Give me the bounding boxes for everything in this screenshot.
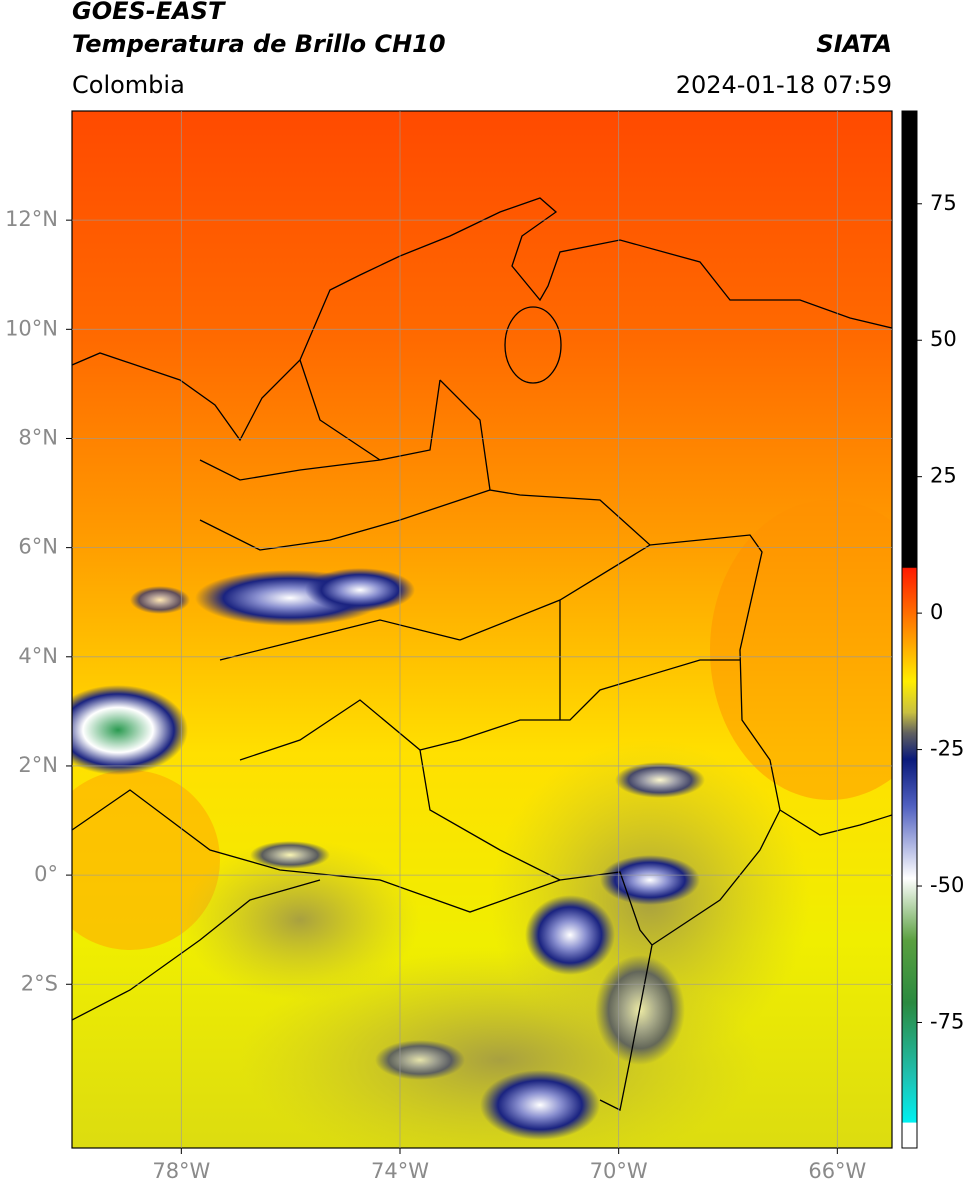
colorbar-tick-label: -75	[930, 1009, 964, 1033]
colorbar-tick-label: -50	[930, 873, 964, 897]
colorbar	[901, 110, 918, 1149]
colorbar-tick-label: 25	[930, 464, 957, 488]
lon-tick-label: 66°W	[808, 1159, 866, 1183]
lat-tick-label: 2°S	[21, 971, 58, 995]
lon-tick-label: 74°W	[371, 1159, 429, 1183]
product-title: Temperatura de Brillo CH10	[72, 30, 446, 58]
lon-tick-label: 78°W	[152, 1159, 210, 1183]
map-frame	[71, 110, 893, 1149]
colorbar-tick-label: -25	[930, 737, 964, 761]
lon-tick-label: 70°W	[590, 1159, 648, 1183]
lat-tick-label: 0°	[34, 862, 58, 886]
datetime-label: 2024-01-18 07:59	[676, 71, 892, 99]
map-image	[72, 111, 892, 1148]
colorbar-tick-label: 0	[930, 600, 943, 624]
lat-tick-label: 6°N	[18, 535, 58, 559]
graticule	[72, 111, 892, 1148]
lat-tick-label: 12°N	[5, 207, 58, 231]
colorbar-tick-label: 75	[930, 191, 957, 215]
region-label: Colombia	[72, 71, 185, 99]
source-label: SIATA	[816, 30, 892, 58]
lat-tick-label: 4°N	[18, 644, 58, 668]
colorbar-tick-label: 50	[930, 327, 957, 351]
lat-tick-label: 10°N	[5, 316, 58, 340]
satellite-title: GOES-EAST	[72, 0, 226, 25]
lat-tick-label: 2°N	[18, 753, 58, 777]
lat-tick-label: 8°N	[18, 425, 58, 449]
